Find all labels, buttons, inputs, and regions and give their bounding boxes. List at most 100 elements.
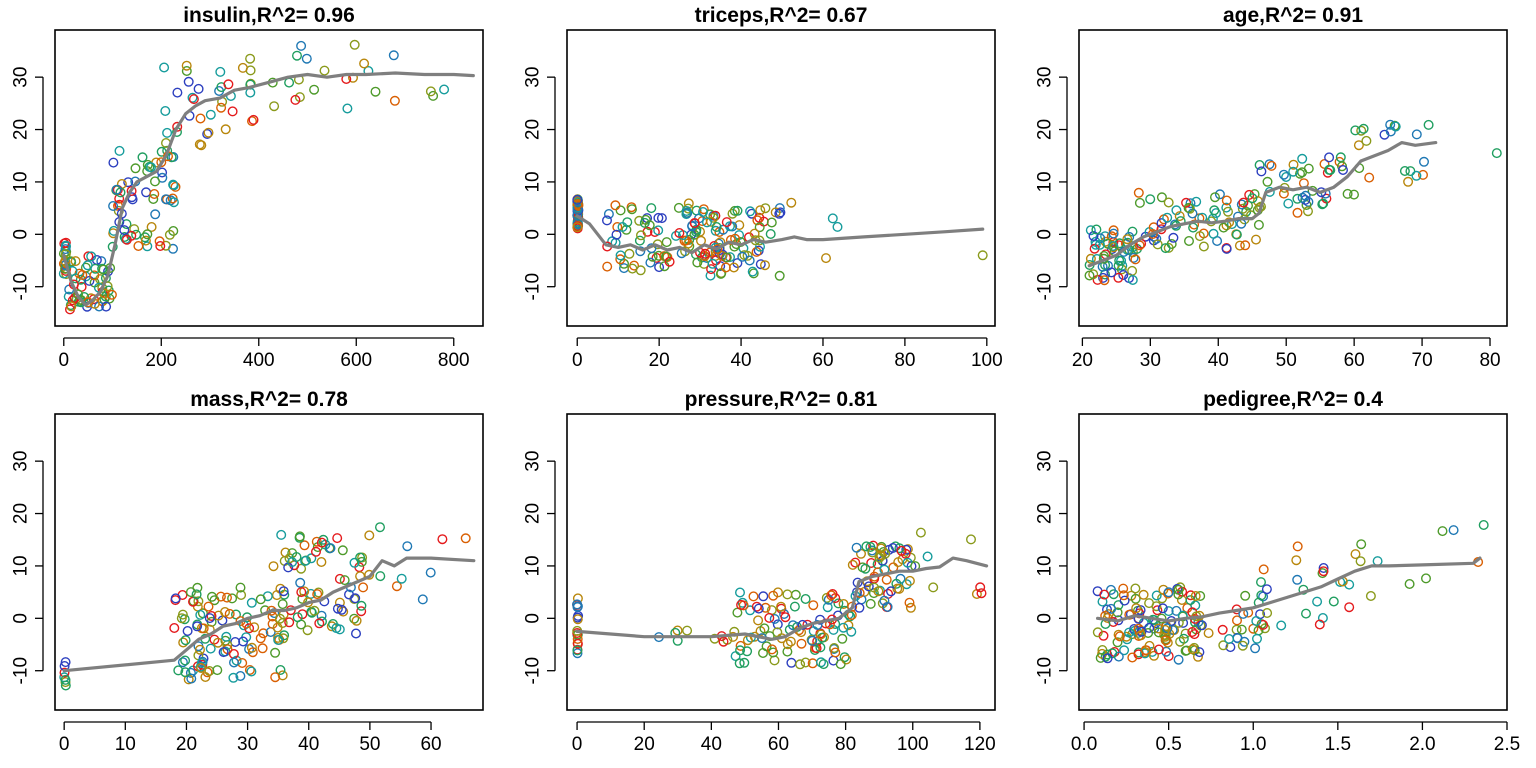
data-point xyxy=(1278,169,1289,180)
data-point xyxy=(278,633,289,644)
data-point xyxy=(767,644,778,655)
plot-box xyxy=(566,29,996,327)
data-point xyxy=(1151,601,1162,612)
data-point xyxy=(1300,190,1311,201)
data-point xyxy=(220,124,231,135)
data-point xyxy=(275,613,286,624)
data-point xyxy=(689,217,700,228)
x-tick-label: 800 xyxy=(438,350,470,371)
data-point xyxy=(334,573,345,584)
data-point xyxy=(439,84,450,95)
data-point xyxy=(800,594,811,605)
data-point xyxy=(255,594,266,605)
x-tick-label: 400 xyxy=(243,350,275,371)
data-point xyxy=(615,254,626,265)
data-point xyxy=(894,583,905,594)
data-point xyxy=(1292,574,1303,585)
data-point xyxy=(231,655,242,666)
data-point xyxy=(1448,525,1459,536)
data-point xyxy=(826,590,837,601)
data-point xyxy=(142,229,153,240)
data-point xyxy=(1276,620,1287,631)
data-point xyxy=(228,672,239,683)
data-point xyxy=(1134,197,1145,208)
data-point xyxy=(827,213,838,224)
data-point xyxy=(1085,225,1096,236)
x-axis: 0 10 20 30 40 50 60 xyxy=(59,721,442,755)
data-point xyxy=(349,613,360,624)
data-point xyxy=(193,596,204,607)
data-point xyxy=(1100,236,1111,247)
x-tick-label: 100 xyxy=(971,350,1003,371)
data-point xyxy=(1173,584,1184,595)
data-point xyxy=(1318,563,1329,574)
data-point xyxy=(1156,218,1167,229)
data-point xyxy=(1411,170,1422,181)
data-point xyxy=(111,184,122,195)
data-point xyxy=(114,145,125,156)
data-point xyxy=(437,534,448,545)
data-point xyxy=(808,600,819,611)
data-point xyxy=(196,658,207,669)
data-point xyxy=(1353,140,1364,151)
data-point xyxy=(221,592,232,603)
data-point xyxy=(137,152,148,163)
data-point xyxy=(1251,616,1262,627)
x-tick-label: 40 xyxy=(701,734,722,755)
data-point xyxy=(402,541,413,552)
data-point xyxy=(396,573,407,584)
data-point xyxy=(1175,636,1186,647)
data-point xyxy=(758,591,769,602)
x-tick-label: 0 xyxy=(59,734,70,755)
data-point xyxy=(572,204,583,215)
data-point xyxy=(765,228,776,239)
data-point xyxy=(342,103,353,114)
plot-box xyxy=(54,413,484,711)
x-tick-label: 20 xyxy=(176,734,197,755)
data-point xyxy=(635,246,646,257)
data-point xyxy=(351,628,362,639)
data-point xyxy=(572,614,583,625)
data-point xyxy=(1122,234,1133,245)
data-point xyxy=(1262,608,1273,619)
data-point xyxy=(739,657,750,668)
data-point xyxy=(339,575,350,586)
data-point xyxy=(359,58,370,69)
data-point xyxy=(634,235,645,246)
data-point xyxy=(653,250,664,261)
data-point xyxy=(1364,172,1375,183)
data-point xyxy=(1112,637,1123,648)
x-tick-label: 1.0 xyxy=(1240,734,1266,755)
data-point xyxy=(164,229,175,240)
data-point xyxy=(287,557,298,568)
data-point xyxy=(349,557,360,568)
data-point xyxy=(720,262,731,273)
y-axis: -10 0 10 20 30 xyxy=(11,451,44,684)
x-tick-label: 60 xyxy=(768,734,789,755)
data-point xyxy=(192,621,203,632)
data-point xyxy=(1361,135,1372,146)
x-tick-label: 60 xyxy=(1344,350,1365,371)
data-point xyxy=(977,250,988,261)
data-point xyxy=(896,545,907,556)
data-point xyxy=(123,177,134,188)
x-tick-label: 30 xyxy=(237,734,258,755)
data-point xyxy=(1156,192,1167,203)
data-point xyxy=(747,266,758,277)
data-point xyxy=(860,563,871,574)
x-tick-label: 60 xyxy=(812,350,833,371)
data-point xyxy=(1209,205,1220,216)
data-point xyxy=(126,185,137,196)
data-point xyxy=(769,614,780,625)
data-point xyxy=(300,556,311,567)
data-point xyxy=(1191,196,1202,207)
data-point xyxy=(639,217,650,228)
y-tick-label: -10 xyxy=(1035,273,1056,300)
x-tick-label: 0 xyxy=(58,350,69,371)
y-tick-label: 30 xyxy=(11,67,32,88)
data-point xyxy=(1253,219,1264,230)
data-point xyxy=(1218,222,1229,233)
data-point xyxy=(370,86,381,97)
data-point xyxy=(1098,272,1109,283)
data-point xyxy=(1236,199,1247,210)
